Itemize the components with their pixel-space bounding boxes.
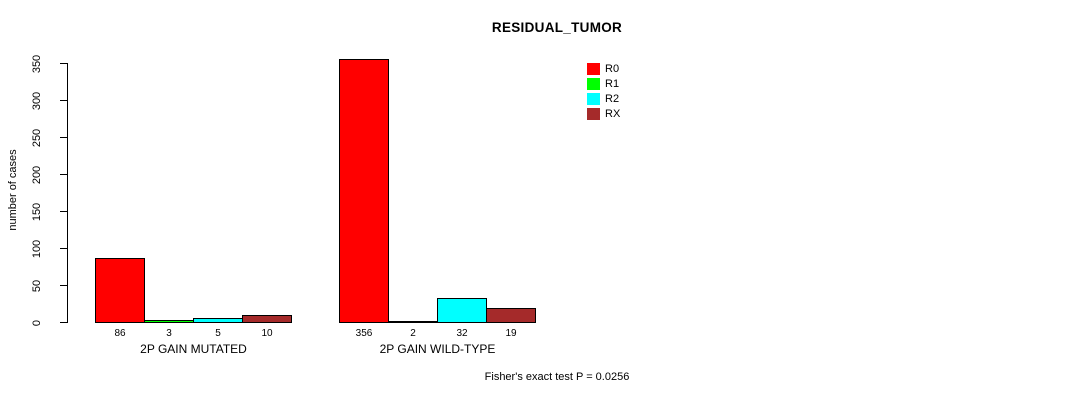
y-tick-mark <box>60 285 67 286</box>
y-tick-label: 150 <box>31 202 43 221</box>
y-tick-mark <box>60 137 67 138</box>
y-tick-mark <box>60 248 67 249</box>
legend-swatch-r2-icon <box>587 92 600 105</box>
bar-value-label: 10 <box>261 328 273 339</box>
bar-value-label: 3 <box>166 328 172 339</box>
legend-label: R0 <box>605 62 620 75</box>
legend-swatch-rx-icon <box>587 107 600 120</box>
x-category-label: 2P GAIN WILD-TYPE <box>379 342 496 356</box>
x-category-label: 2P GAIN MUTATED <box>140 342 247 356</box>
bar-value-label: 356 <box>355 328 373 339</box>
legend-label: R1 <box>605 77 620 90</box>
y-tick-mark <box>60 174 67 175</box>
y-tick-mark <box>60 100 67 101</box>
bar-r0-group2 <box>339 59 389 323</box>
bar-r1-group2 <box>388 321 438 323</box>
legend-item: R2 <box>587 91 620 106</box>
bar-value-label: 2 <box>410 328 416 339</box>
bar-r2-group2 <box>437 298 487 323</box>
bar-value-label: 5 <box>215 328 221 339</box>
y-axis-label: number of cases <box>7 149 19 231</box>
y-tick-label: 100 <box>31 239 43 258</box>
bar-r1-group1 <box>144 320 194 323</box>
legend-item: R0 <box>587 61 620 76</box>
legend-item: R1 <box>587 76 620 91</box>
y-tick-label: 50 <box>31 279 43 292</box>
legend-swatch-r0-icon <box>587 62 600 75</box>
y-axis-line <box>67 63 68 323</box>
bar-value-label: 32 <box>456 328 468 339</box>
y-tick-label: 200 <box>31 165 43 184</box>
legend-label: R2 <box>605 92 620 105</box>
legend: R0 R1 R2 RX <box>587 61 620 121</box>
annotation-text: Fisher's exact test P = 0.0256 <box>484 371 630 383</box>
bar-r0-group1 <box>95 258 145 323</box>
bar-rx-group2 <box>486 308 536 323</box>
bar-value-label: 19 <box>505 328 517 339</box>
legend-swatch-r1-icon <box>587 77 600 90</box>
y-tick-mark <box>60 63 67 64</box>
bar-r2-group1 <box>193 318 243 323</box>
y-tick-mark <box>60 322 67 323</box>
legend-item: RX <box>587 106 620 121</box>
bar-rx-group1 <box>242 315 292 323</box>
bar-value-label: 86 <box>114 328 126 339</box>
y-tick-mark <box>60 211 67 212</box>
y-tick-label: 350 <box>31 54 43 73</box>
y-tick-label: 0 <box>31 319 43 326</box>
y-tick-label: 250 <box>31 128 43 147</box>
chart-title: RESIDUAL_TUMOR <box>491 20 623 35</box>
y-tick-label: 300 <box>31 91 43 110</box>
legend-label: RX <box>605 107 621 120</box>
